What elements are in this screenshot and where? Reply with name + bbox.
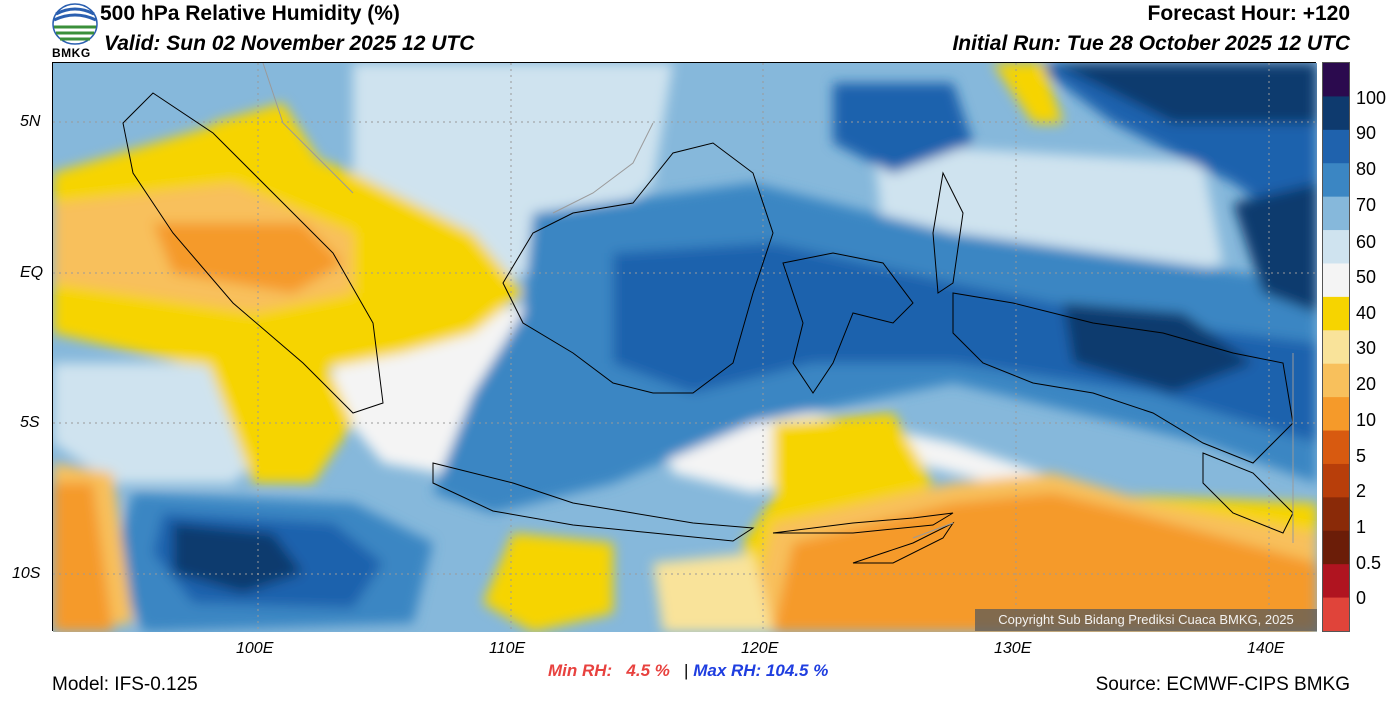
colorbar-swatch xyxy=(1323,96,1349,131)
cb-label-10: 10 xyxy=(1356,410,1377,430)
cb-label-90: 90 xyxy=(1356,123,1377,143)
cb-label-80: 80 xyxy=(1356,159,1377,179)
forecast-hour: Forecast Hour: +120 xyxy=(1147,2,1351,25)
lat-label-5n: 5N xyxy=(20,113,41,130)
cb-label-2: 2 xyxy=(1356,481,1367,501)
colorbar-swatch xyxy=(1323,597,1349,632)
colorbar-swatch xyxy=(1323,63,1349,97)
lon-label-110e: 110E xyxy=(489,640,526,657)
coastlines xyxy=(122,92,1294,564)
min-rh-label: Min RH: xyxy=(548,661,613,680)
colorbar-swatch xyxy=(1323,196,1349,231)
valid-time: Valid: Sun 02 November 2025 12 UTC xyxy=(104,32,475,55)
copyright-notice: Copyright Sub Bidang Prediksi Cuaca BMKG… xyxy=(975,609,1317,631)
colorbar-swatch xyxy=(1323,564,1349,599)
colorbar-swatch xyxy=(1323,463,1349,498)
cb-label-1: 1 xyxy=(1356,517,1367,537)
colorbar-swatch xyxy=(1323,163,1349,198)
lat-label-5s: 5S xyxy=(20,414,40,431)
lon-label-120e: 120E xyxy=(741,640,779,657)
cb-label-40: 40 xyxy=(1356,303,1377,323)
colorbar-swatch xyxy=(1323,530,1349,565)
cb-label-30: 30 xyxy=(1356,338,1377,358)
colorbar-swatch xyxy=(1323,497,1349,532)
lon-label-100e: 100E xyxy=(236,640,274,657)
colorbar-swatches xyxy=(1323,63,1349,632)
model-name: Model: IFS-0.125 xyxy=(52,674,198,695)
lat-label-10s: 10S xyxy=(12,565,41,582)
colorbar-swatch xyxy=(1323,296,1349,331)
humidity-field xyxy=(53,62,1317,632)
cb-label-60: 60 xyxy=(1356,232,1377,252)
cb-label-50: 50 xyxy=(1356,267,1377,287)
lon-label-130e: 130E xyxy=(994,640,1032,657)
colorbar xyxy=(1322,62,1350,632)
cb-label-0-5: 0.5 xyxy=(1356,553,1382,573)
bmkg-logo xyxy=(50,0,100,62)
max-rh: Max RH: 104.5 % xyxy=(693,661,829,680)
lat-label-eq: EQ xyxy=(20,264,44,281)
map-title: 500 hPa Relative Humidity (%) xyxy=(100,2,400,25)
cb-label-5: 5 xyxy=(1356,446,1367,466)
humidity-map: Copyright Sub Bidang Prediksi Cuaca BMKG… xyxy=(52,62,1317,632)
data-source: Source: ECMWF-CIPS BMKG xyxy=(1095,674,1350,695)
colorbar-swatch xyxy=(1323,363,1349,398)
cb-label-100: 100 xyxy=(1356,88,1387,108)
initial-run: Initial Run: Tue 28 October 2025 12 UTC xyxy=(952,32,1350,55)
min-rh-value: 4.5 % xyxy=(626,661,670,680)
rh-separator: | xyxy=(684,661,689,680)
logo-text: BMKG xyxy=(52,46,91,60)
colorbar-swatch xyxy=(1323,430,1349,465)
lon-label-140e: 140E xyxy=(1247,640,1285,657)
cb-label-70: 70 xyxy=(1356,195,1377,215)
colorbar-swatch xyxy=(1323,330,1349,365)
cb-label-0: 0 xyxy=(1356,588,1367,608)
colorbar-swatch xyxy=(1323,129,1349,164)
rh-extremes: Min RH: 4.5 % | Max RH: 104.5 % xyxy=(548,661,828,681)
cb-label-20: 20 xyxy=(1356,374,1377,394)
colorbar-swatch xyxy=(1323,397,1349,432)
colorbar-swatch xyxy=(1323,230,1349,264)
colorbar-swatch xyxy=(1323,263,1349,298)
